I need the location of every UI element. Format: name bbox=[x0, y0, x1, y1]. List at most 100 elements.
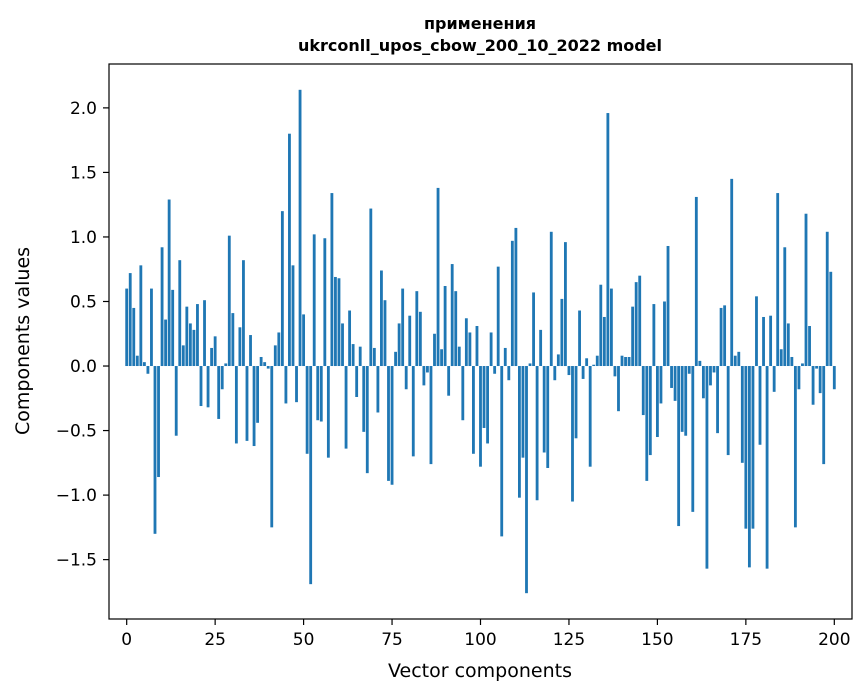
bar-16 bbox=[181, 345, 185, 367]
bar-161 bbox=[694, 196, 698, 367]
bar-21 bbox=[199, 366, 203, 407]
chart-title-line1: применения bbox=[424, 14, 536, 33]
bar-78 bbox=[401, 288, 405, 367]
bar-196 bbox=[818, 366, 822, 394]
bar-97 bbox=[468, 332, 472, 367]
bar-3 bbox=[135, 355, 139, 367]
bar-90 bbox=[443, 286, 447, 367]
bar-54 bbox=[316, 366, 320, 421]
bar-13 bbox=[171, 289, 175, 367]
bar-168 bbox=[719, 307, 723, 367]
bar-28 bbox=[224, 363, 228, 367]
bar-39 bbox=[263, 362, 267, 367]
bar-89 bbox=[440, 349, 443, 367]
bar-127 bbox=[574, 366, 578, 439]
bar-188 bbox=[790, 356, 794, 367]
bar-117 bbox=[539, 329, 543, 367]
bar-199 bbox=[829, 271, 833, 367]
bar-128 bbox=[578, 310, 581, 367]
x-tick-label-100: 100 bbox=[464, 630, 496, 650]
x-tick-label-0: 0 bbox=[121, 630, 132, 650]
bar-131 bbox=[588, 366, 592, 467]
bar-159 bbox=[687, 366, 691, 374]
bar-119 bbox=[546, 366, 550, 468]
bar-40 bbox=[266, 366, 270, 369]
bar-200 bbox=[832, 366, 836, 390]
bar-133 bbox=[595, 355, 599, 367]
bar-4 bbox=[139, 265, 143, 367]
bar-190 bbox=[797, 366, 801, 390]
y-tick-label-6: 1.5 bbox=[70, 163, 97, 183]
bar-50 bbox=[302, 314, 306, 367]
bar-185 bbox=[779, 349, 783, 367]
bar-138 bbox=[613, 366, 617, 377]
bar-86 bbox=[429, 366, 433, 465]
bar-153 bbox=[666, 245, 670, 367]
y-axis-label: Components values bbox=[12, 247, 34, 435]
bar-12 bbox=[167, 199, 171, 367]
bar-122 bbox=[556, 354, 560, 367]
y-tick-label-2: −0.5 bbox=[56, 422, 97, 442]
bar-178 bbox=[755, 296, 758, 367]
bar-126 bbox=[571, 366, 574, 502]
bar-154 bbox=[670, 366, 673, 388]
bar-132 bbox=[592, 364, 596, 367]
bar-189 bbox=[793, 366, 797, 528]
bar-63 bbox=[348, 310, 352, 367]
bar-107 bbox=[503, 347, 507, 367]
bar-33 bbox=[242, 260, 245, 367]
bar-24 bbox=[210, 347, 214, 367]
bar-27 bbox=[220, 366, 224, 390]
bar-19 bbox=[192, 329, 196, 367]
bar-110 bbox=[514, 227, 518, 367]
bar-75 bbox=[390, 366, 394, 485]
x-tick-label-125: 125 bbox=[553, 630, 585, 650]
bar-152 bbox=[663, 301, 666, 367]
bar-69 bbox=[369, 208, 373, 367]
bar-51 bbox=[305, 366, 309, 454]
bar-112 bbox=[521, 366, 525, 458]
bar-193 bbox=[808, 326, 811, 367]
bar-68 bbox=[365, 366, 369, 474]
y-tick-label-0: −1.5 bbox=[56, 551, 97, 571]
bar-160 bbox=[691, 366, 695, 512]
bar-30 bbox=[231, 313, 235, 367]
bar-106 bbox=[500, 366, 504, 537]
bar-137 bbox=[609, 288, 613, 367]
bar-92 bbox=[450, 264, 454, 367]
bar-165 bbox=[709, 366, 712, 386]
bar-157 bbox=[680, 366, 684, 432]
bar-37 bbox=[256, 366, 260, 423]
bar-62 bbox=[344, 366, 348, 449]
bar-108 bbox=[507, 366, 511, 381]
bar-79 bbox=[404, 366, 408, 390]
bar-136 bbox=[606, 113, 610, 367]
bar-146 bbox=[641, 366, 645, 416]
bar-124 bbox=[564, 242, 567, 367]
bar-139 bbox=[617, 366, 620, 412]
bar-147 bbox=[645, 366, 649, 481]
bar-180 bbox=[762, 316, 765, 367]
bar-91 bbox=[447, 366, 451, 396]
plot-frame bbox=[108, 63, 853, 620]
bar-60 bbox=[337, 278, 341, 367]
bar-36 bbox=[252, 366, 256, 447]
bar-83 bbox=[418, 311, 422, 367]
bar-192 bbox=[804, 213, 808, 367]
bar-101 bbox=[482, 366, 486, 428]
bar-186 bbox=[783, 247, 787, 367]
bar-116 bbox=[535, 366, 539, 501]
bar-61 bbox=[341, 323, 344, 367]
bar-194 bbox=[811, 366, 815, 405]
bar-123 bbox=[560, 298, 564, 367]
y-tick-label-3: 0.0 bbox=[70, 357, 97, 377]
bar-57 bbox=[326, 366, 330, 458]
bar-151 bbox=[659, 366, 663, 404]
bar-80 bbox=[408, 315, 412, 367]
bar-195 bbox=[815, 366, 819, 369]
bar-164 bbox=[705, 366, 709, 569]
bar-38 bbox=[259, 356, 263, 367]
bar-66 bbox=[358, 346, 362, 367]
bar-67 bbox=[362, 366, 366, 432]
